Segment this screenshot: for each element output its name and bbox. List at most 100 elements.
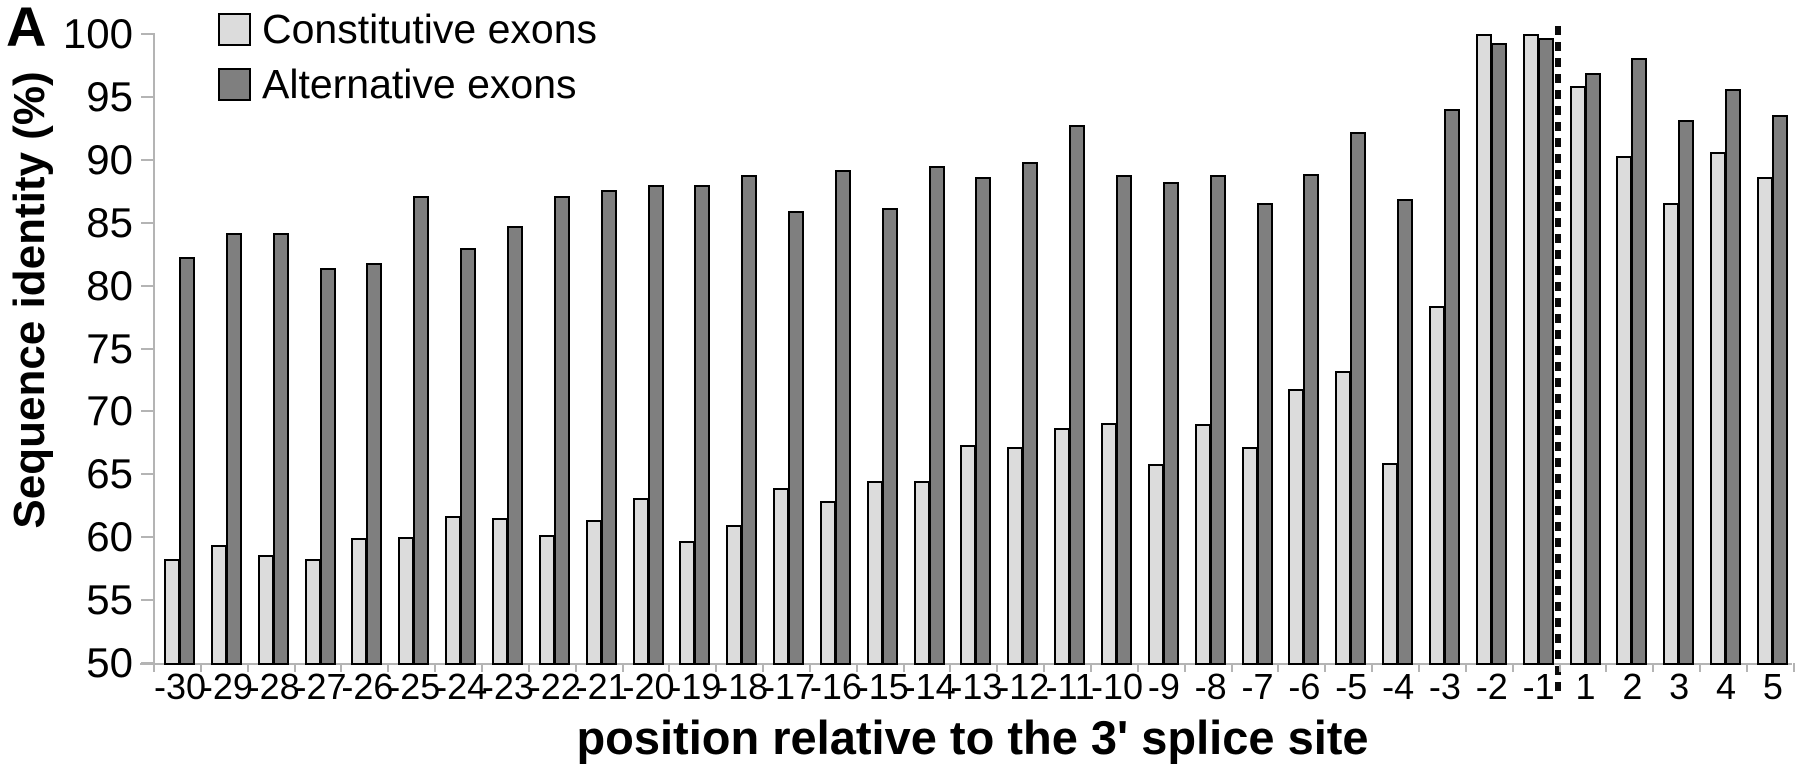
x-tick-label--27: -27: [294, 666, 347, 707]
bar-alternative-pos--18: [741, 174, 758, 665]
x-tick-label--19: -19: [669, 666, 722, 707]
legend-label-alternative: Alternative exons: [262, 60, 577, 107]
bar-alternative-pos--8: [1209, 174, 1226, 665]
x-tick-label--21: -21: [575, 666, 628, 707]
y-tick-label-50: 50: [86, 639, 133, 686]
x-tick-label--11: -11: [1045, 666, 1095, 707]
x-axis-tick: [1652, 663, 1655, 672]
x-tick-label--20: -20: [622, 666, 675, 707]
bar-constitutive-pos--11: [1054, 427, 1071, 665]
x-axis-tick: [246, 663, 249, 672]
x-axis-tick: [1605, 663, 1608, 672]
bar-alternative-pos--1: [1537, 37, 1554, 665]
x-tick-label--30: -30: [153, 666, 207, 707]
bar-alternative-pos--17: [788, 211, 805, 665]
x-axis-tick: [855, 663, 858, 672]
x-tick-label--2: -2: [1475, 666, 1508, 707]
legend-label-constitutive: Constitutive exons: [262, 5, 598, 52]
x-tick-label--22: -22: [528, 666, 581, 707]
panel-label: A: [6, 0, 47, 58]
y-tick-label-90: 90: [86, 135, 133, 183]
x-tick-label-1: 1: [1575, 666, 1596, 707]
legend: Constitutive exons Alternative exons: [218, 4, 597, 114]
bar-constitutive-pos--3: [1428, 305, 1445, 665]
y-axis-line: [153, 33, 155, 664]
y-tick-65: [141, 473, 154, 476]
x-tick-label-4: 4: [1716, 666, 1737, 707]
y-tick-60: [141, 536, 154, 539]
x-axis-tick: [1043, 663, 1046, 672]
y-tick-55: [141, 599, 154, 602]
x-axis-tick: [715, 663, 718, 672]
y-tick-label-100: 100: [62, 10, 133, 57]
y-tick-label-55: 55: [86, 576, 133, 624]
y-tick-75: [141, 347, 154, 350]
bar-alternative-pos--23: [506, 226, 523, 665]
bar-constitutive-pos--23: [491, 518, 508, 665]
bar-alternative-pos--11: [1069, 124, 1086, 665]
bar-alternative-pos--7: [1256, 202, 1273, 665]
bar-constitutive-pos--24: [445, 515, 462, 665]
y-tick-label-95: 95: [86, 72, 133, 120]
x-tick-label--18: -18: [716, 666, 769, 707]
x-axis-tick: [1745, 663, 1748, 672]
x-axis-tick: [1371, 663, 1374, 672]
x-tick-label-2: 2: [1622, 666, 1643, 707]
x-axis-tick: [1558, 663, 1561, 672]
bar-constitutive-pos--18: [726, 524, 743, 665]
y-tick-80: [141, 284, 154, 287]
bar-constitutive-pos-2: [1616, 156, 1633, 665]
bar-alternative-pos--25: [413, 196, 430, 665]
x-axis-tick: [1464, 663, 1467, 672]
x-axis-tick: [996, 663, 999, 672]
x-axis-tick: [527, 663, 530, 672]
bar-alternative-pos--3: [1443, 109, 1460, 665]
x-axis-tick: [1417, 663, 1420, 672]
x-tick-label--3: -3: [1428, 666, 1461, 707]
bar-constitutive-pos--6: [1288, 388, 1305, 665]
x-tick-label--9: -9: [1147, 666, 1180, 707]
x-axis-tick: [1230, 663, 1233, 672]
bar-constitutive-pos--2: [1475, 34, 1492, 665]
bar-alternative-pos--22: [553, 196, 570, 665]
x-tick-label-3: 3: [1669, 666, 1690, 707]
legend-swatch-alternative: [218, 67, 251, 101]
legend-swatch-constitutive: [218, 12, 251, 46]
bar-alternative-pos--16: [834, 169, 851, 665]
bar-constitutive-pos--30: [164, 558, 180, 665]
bar-alternative-pos--6: [1303, 173, 1320, 665]
legend-item-constitutive: Constitutive exons: [218, 4, 597, 54]
bar-constitutive-pos--1: [1522, 34, 1539, 665]
legend-item-alternative: Alternative exons: [218, 59, 597, 109]
x-axis-tick: [668, 663, 671, 672]
bar-constitutive-pos--13: [960, 445, 977, 665]
x-axis-tick: [1183, 663, 1186, 672]
x-tick-label--8: -8: [1194, 666, 1227, 707]
x-tick-label--29: -29: [200, 666, 253, 707]
y-tick-90: [141, 158, 154, 161]
bar-alternative-pos--28: [272, 232, 289, 665]
x-tick-label--25: -25: [388, 666, 441, 707]
y-tick-70: [141, 410, 154, 413]
bar-alternative-pos--2: [1490, 42, 1507, 665]
bar-constitutive-pos--9: [1147, 464, 1164, 665]
y-tick-label-65: 65: [86, 450, 133, 498]
x-axis-tick: [762, 663, 765, 672]
x-axis-tick: [1324, 663, 1327, 672]
bar-alternative-pos-4: [1725, 89, 1742, 665]
bar-constitutive-pos--21: [585, 519, 602, 665]
bar-constitutive-pos--20: [632, 498, 649, 665]
x-axis-tick: [574, 663, 577, 672]
x-tick-label--23: -23: [481, 666, 534, 707]
bar-constitutive-pos-4: [1710, 152, 1727, 665]
x-axis-tick: [808, 663, 811, 672]
x-tick-label--14: -14: [903, 666, 956, 707]
bar-constitutive-pos--12: [1007, 446, 1024, 665]
bar-constitutive-pos--29: [210, 544, 227, 665]
bar-constitutive-pos--19: [679, 540, 696, 665]
bar-constitutive-pos--7: [1241, 446, 1258, 665]
bar-constitutive-pos--17: [773, 488, 790, 665]
bar-constitutive-pos--14: [913, 480, 930, 665]
bar-constitutive-pos--16: [819, 500, 836, 665]
